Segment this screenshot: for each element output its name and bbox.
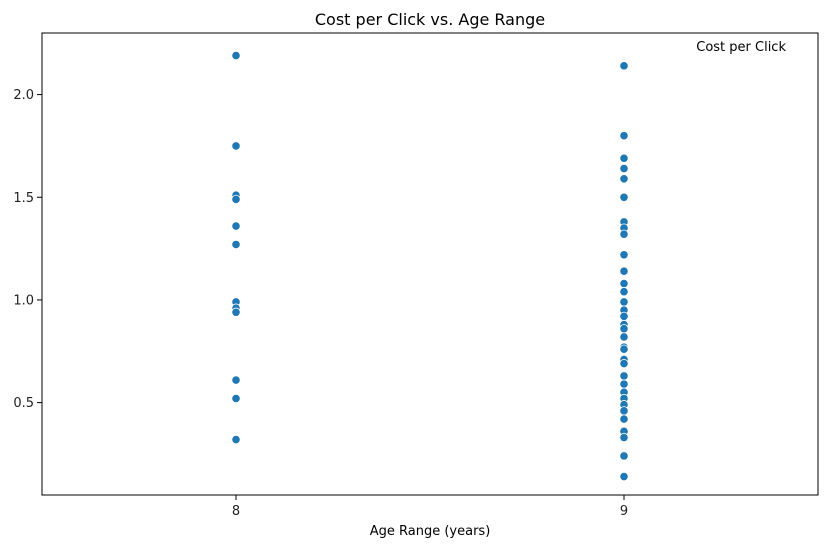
x-axis-label: Age Range (years) [370, 524, 491, 539]
y-tick-label: 2.0 [13, 88, 34, 103]
data-point [619, 229, 629, 239]
data-point [231, 307, 241, 317]
y-tick-label: 1.0 [13, 293, 34, 308]
x-tick-label: 9 [620, 504, 628, 519]
x-tick-label: 8 [232, 504, 240, 519]
data-point [619, 311, 629, 321]
data-point [619, 287, 629, 297]
legend-entry-cost-per-click: Cost per Click [696, 40, 786, 55]
data-point [231, 375, 241, 385]
data-point [231, 194, 241, 204]
data-point [619, 371, 629, 381]
data-point [619, 131, 629, 141]
data-point [619, 163, 629, 174]
y-tick-label: 1.5 [13, 191, 34, 206]
data-point [231, 434, 241, 445]
series-cost-per-click [231, 50, 629, 482]
data-point [231, 393, 241, 404]
y-axis-ticks: 0.5 1.0 1.5 2.0 [13, 88, 42, 411]
data-point [619, 278, 629, 289]
data-point [619, 61, 629, 71]
data-point [619, 297, 629, 307]
data-point [619, 153, 629, 163]
plot-frame [41, 32, 819, 496]
y-tick-label: 0.5 [13, 396, 34, 411]
data-point [231, 141, 241, 151]
data-point [619, 358, 629, 369]
data-point [619, 344, 629, 354]
data-point [619, 266, 629, 276]
data-point [619, 324, 629, 334]
data-point [619, 451, 629, 461]
data-point [231, 239, 241, 250]
data-point [619, 406, 629, 416]
data-point [619, 192, 629, 202]
data-point [619, 250, 629, 260]
data-point [619, 379, 629, 389]
data-point [619, 332, 629, 342]
data-point [619, 174, 629, 184]
data-point [619, 414, 629, 424]
chart-title: Cost per Click vs. Age Range [315, 10, 545, 29]
plot-area [41, 32, 819, 496]
data-point [619, 432, 629, 443]
data-point [231, 221, 241, 231]
data-point [619, 471, 629, 482]
data-point [231, 50, 241, 61]
